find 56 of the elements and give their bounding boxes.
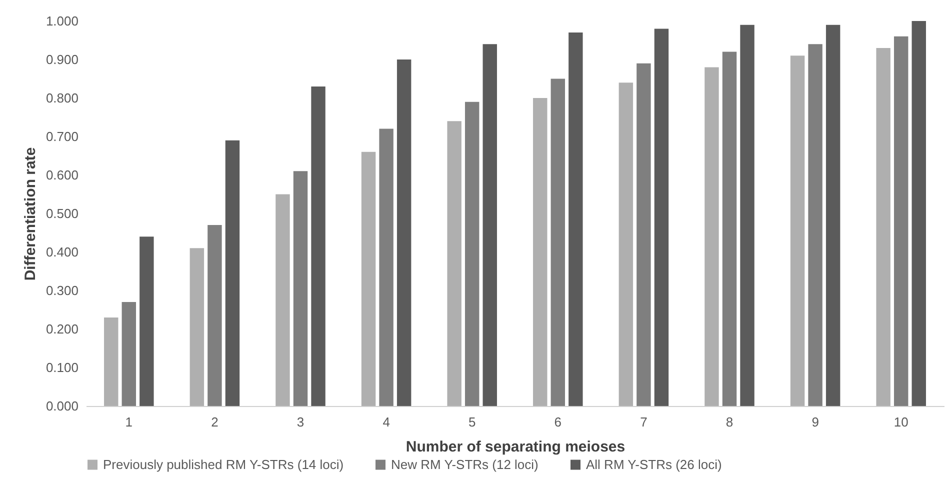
bar — [568, 32, 583, 406]
bar — [482, 44, 497, 406]
bar — [140, 236, 154, 406]
bar — [826, 24, 840, 406]
bar — [790, 56, 805, 406]
y-tick-label: 0.500 — [46, 206, 78, 221]
bar — [550, 78, 566, 406]
y-tick-label: 0.100 — [46, 360, 78, 375]
x-tick-label: 9 — [812, 414, 819, 430]
bar — [912, 21, 926, 406]
bar — [722, 52, 737, 406]
bar — [447, 121, 462, 406]
bar — [876, 48, 890, 406]
bar — [654, 28, 669, 406]
y-tick-label: 0.300 — [46, 283, 78, 298]
y-tick-label: 0.400 — [46, 244, 78, 260]
bar — [276, 194, 290, 406]
bar — [636, 63, 651, 406]
bar — [464, 102, 480, 406]
bar — [293, 171, 308, 406]
bar — [225, 140, 240, 406]
x-tick-label: 6 — [554, 414, 562, 430]
bar — [208, 225, 222, 406]
legend-label: Previously published RM Y-STRs (14 loci) — [103, 456, 344, 472]
x-tick-label: 4 — [382, 414, 390, 430]
x-tick-label: 1 — [125, 414, 133, 430]
x-tick-label: 3 — [296, 414, 304, 430]
y-tick-label: 0.200 — [46, 322, 78, 336]
y-tick-label: 1.000 — [46, 14, 78, 28]
legend-label: New RM Y-STRs (12 loci) — [391, 456, 538, 472]
y-tick-label: 0.700 — [46, 129, 78, 144]
x-tick-label: 8 — [726, 414, 734, 430]
y-tick-label: 0.800 — [46, 90, 78, 106]
y-tick-label: 0.600 — [46, 168, 78, 182]
y-axis-title: Differentiation rate — [22, 147, 39, 281]
bar — [533, 98, 548, 406]
bar — [122, 302, 136, 406]
x-tick-label: 10 — [894, 414, 908, 430]
bar — [104, 317, 118, 406]
y-tick-label: 0.900 — [46, 52, 78, 67]
x-axis-title: Number of separating meioses — [406, 438, 626, 456]
y-tick-label: 0.000 — [46, 398, 78, 414]
bar — [618, 82, 634, 406]
bar — [704, 67, 719, 406]
bar — [379, 128, 394, 406]
bar — [894, 36, 908, 406]
bar — [808, 44, 822, 406]
bar — [361, 152, 376, 406]
x-tick-label: 7 — [640, 414, 648, 430]
bar — [190, 248, 204, 406]
x-tick-label: 2 — [211, 414, 218, 430]
bar — [311, 86, 326, 406]
legend-label: All RM Y-STRs (26 loci) — [586, 456, 722, 472]
bar — [740, 24, 754, 406]
bar — [396, 60, 412, 406]
x-tick-label: 5 — [468, 414, 476, 430]
